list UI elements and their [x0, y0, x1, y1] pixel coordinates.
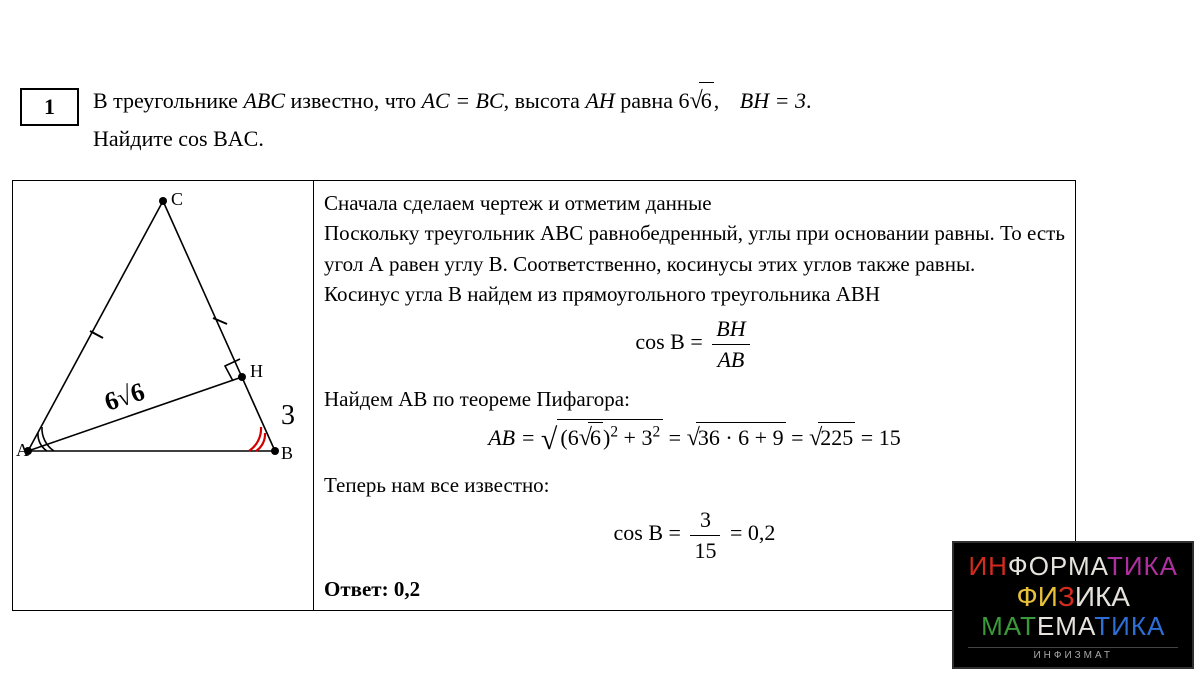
- w: З: [1058, 581, 1075, 612]
- w: ТИКА: [1107, 551, 1178, 581]
- den: 15: [690, 536, 720, 566]
- t: .: [806, 88, 812, 113]
- b: + 3: [618, 425, 652, 450]
- eq-AB: AB = √(6√6)2 + 32 = √36 · 6 + 9 = √225 =…: [324, 419, 1065, 461]
- label-H: H: [250, 361, 263, 381]
- sol-p1: Сначала сделаем чертеж и отметим данные: [324, 189, 1065, 217]
- s2p: =: [791, 425, 809, 450]
- bh: BH = 3: [740, 88, 806, 113]
- t: .: [258, 126, 264, 151]
- rhs: = 15: [861, 425, 901, 450]
- a: 6: [568, 425, 579, 450]
- d: AB: [717, 347, 744, 372]
- w: ТИКА: [1094, 611, 1165, 641]
- label-AH-len: 6√6: [101, 377, 148, 417]
- ahv: 6: [678, 88, 689, 113]
- eq-cosB: cos B = BH AB: [324, 314, 1065, 374]
- w: МАТ: [981, 611, 1037, 641]
- lhs: AB =: [488, 425, 541, 450]
- answer-label: Ответ:: [324, 577, 394, 601]
- t: , высота: [504, 88, 586, 113]
- t: В треугольнике: [93, 88, 243, 113]
- sq: 2: [610, 424, 618, 441]
- label-B: B: [281, 443, 293, 463]
- t: Найдите: [93, 126, 178, 151]
- label-BH-len: 3: [281, 400, 295, 431]
- label-A: A: [16, 440, 29, 460]
- ah: AH: [585, 88, 614, 113]
- frac: 3 15: [690, 505, 720, 565]
- diagram-cell: A B C H 6√6 3: [13, 181, 314, 611]
- num: 3: [690, 505, 720, 536]
- problem-header: 1 В треугольнике ABC известно, что AC = …: [20, 82, 1180, 156]
- r: 6: [588, 422, 603, 453]
- label-C: C: [171, 189, 183, 209]
- w: ФИ: [1016, 581, 1057, 612]
- w: ЕМА: [1037, 611, 1094, 641]
- frac: BH AB: [712, 314, 749, 374]
- radicand: (6√6)2 + 32: [557, 419, 663, 455]
- triangle-diagram: A B C H 6√6 3: [13, 181, 313, 481]
- s1p: =: [669, 425, 687, 450]
- s1: 36 · 6 + 9: [696, 422, 786, 453]
- problem-number: 1: [20, 88, 79, 126]
- w: ИН: [968, 551, 1007, 581]
- wm-sub: ИНФИЗМАТ: [968, 647, 1178, 662]
- t: ,: [714, 88, 729, 113]
- wm-line-3: МАТЕМАТИКА: [968, 613, 1178, 640]
- problem-text: В треугольнике ABC известно, что AC = BC…: [93, 82, 811, 156]
- t: известно, что: [285, 88, 422, 113]
- num: BH: [712, 314, 749, 345]
- den: AB: [712, 345, 749, 375]
- big-radic-icon: √: [541, 423, 557, 456]
- page: 1 В треугольнике ABC известно, что AC = …: [0, 0, 1200, 675]
- sol-p5: Найдем AB по теореме Пифагора:: [324, 385, 1065, 413]
- tri: ABC: [243, 88, 285, 113]
- n: BH: [716, 316, 745, 341]
- wm-line-1: ИНФОРМАТИКА: [968, 553, 1178, 580]
- sol-p4: Косинус угла В найдем из прямоугольного …: [324, 280, 1065, 308]
- root: 6: [699, 82, 714, 118]
- w: ФОРМА: [1008, 551, 1107, 581]
- sol-p6: Теперь нам все известно:: [324, 471, 1065, 499]
- watermark-badge: ИНФОРМАТИКА ФИЗИКА МАТЕМАТИКА ИНФИЗМАТ: [952, 541, 1194, 669]
- lhs: cos B =: [614, 520, 681, 545]
- eq: AC = BC: [422, 88, 504, 113]
- answer-value: 0,2: [394, 577, 420, 601]
- wm-line-2: ФИЗИКА: [968, 582, 1178, 611]
- t: равна: [615, 88, 679, 113]
- sq: 2: [652, 424, 660, 441]
- rhs: = 0,2: [730, 520, 775, 545]
- cos: cos BAC: [178, 126, 258, 151]
- w: ИКА: [1075, 581, 1130, 612]
- s2: 225: [818, 422, 855, 453]
- solution-table: A B C H 6√6 3 Сначала сделаем чертеж и о…: [12, 180, 1076, 611]
- sol-p2: Поскольку треугольник ABC равнобедренный…: [324, 219, 1065, 247]
- sol-p3: угол А равен углу В. Соответственно, кос…: [324, 250, 1065, 278]
- lhs: cos B =: [635, 330, 702, 355]
